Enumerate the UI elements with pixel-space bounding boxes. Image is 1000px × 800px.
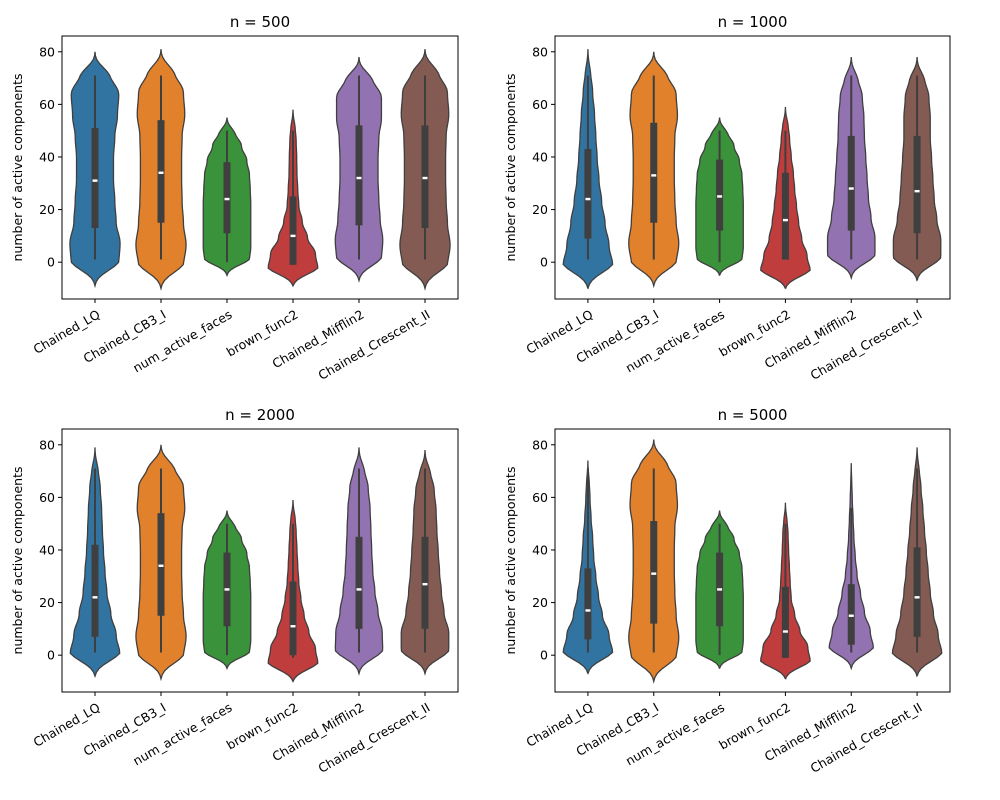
- iqr-box: [913, 547, 921, 637]
- median-marker: [782, 218, 788, 222]
- median-marker: [717, 588, 723, 591]
- iqr-box: [913, 135, 921, 234]
- iqr-box: [781, 586, 789, 658]
- iqr-box: [847, 135, 855, 231]
- iqr-box: [355, 125, 363, 226]
- subplot-title: n = 2000: [225, 406, 295, 424]
- median-marker: [224, 588, 230, 591]
- y-tick-label: 60: [532, 490, 548, 505]
- iqr-box: [91, 128, 99, 228]
- iqr-box: [157, 120, 165, 223]
- iqr-box: [584, 568, 592, 640]
- iqr-box: [781, 172, 789, 260]
- median-marker: [717, 195, 723, 198]
- y-tick-label: 20: [39, 202, 55, 217]
- median-marker: [422, 582, 428, 586]
- y-tick-label: 0: [47, 648, 55, 663]
- iqr-box: [421, 536, 429, 629]
- iqr-box: [847, 584, 855, 645]
- iqr-box: [355, 536, 363, 629]
- iqr-box: [584, 149, 592, 239]
- median-marker: [782, 630, 788, 633]
- y-axis-label: number of active components: [503, 74, 518, 262]
- y-tick-label: 60: [39, 490, 55, 505]
- y-tick-label: 80: [39, 44, 55, 59]
- median-marker: [914, 596, 920, 599]
- y-tick-label: 60: [39, 97, 55, 112]
- y-tick-label: 0: [540, 255, 548, 270]
- median-marker: [224, 197, 230, 201]
- y-tick-label: 60: [532, 97, 548, 112]
- subplot-2: n = 1000 0 20 40 60 80 number of active compon…: [503, 13, 951, 383]
- y-tick-label: 0: [47, 255, 55, 270]
- subplot-1: n = 500 0 20 40 60 80 number of active compone…: [10, 13, 459, 383]
- iqr-box: [421, 125, 429, 228]
- axes-frame: [61, 35, 459, 300]
- x-tick-label: Chained_Crescent_II: [316, 307, 433, 383]
- iqr-box: [716, 159, 724, 231]
- iqr-box: [650, 521, 658, 624]
- iqr-box: [289, 581, 297, 656]
- median-marker: [422, 176, 428, 180]
- x-tick-label: Chained_Crescent_II: [316, 700, 433, 776]
- iqr-box: [91, 544, 99, 637]
- median-marker: [914, 189, 920, 193]
- x-tick-label: Chained_Crescent_II: [808, 700, 925, 776]
- y-axis-label: number of active components: [503, 467, 518, 655]
- median-marker: [585, 609, 591, 612]
- median-marker: [356, 588, 362, 591]
- y-tick-label: 80: [39, 437, 55, 452]
- median-marker: [158, 564, 164, 567]
- median-marker: [92, 596, 98, 599]
- y-tick-label: 40: [532, 149, 548, 164]
- median-marker: [848, 187, 854, 190]
- axes-frame: [554, 35, 951, 300]
- axes-frame: [61, 428, 459, 693]
- median-marker: [92, 179, 98, 182]
- y-tick-label: 20: [532, 595, 548, 610]
- y-tick-label: 80: [532, 44, 548, 59]
- iqr-box: [223, 162, 231, 234]
- y-tick-label: 40: [532, 542, 548, 557]
- median-marker: [651, 572, 657, 575]
- y-axis-label: number of active components: [10, 467, 25, 655]
- axes-frame: [554, 428, 951, 693]
- x-tick-label: Chained_Crescent_II: [808, 307, 925, 383]
- subplot-3: n = 2000 0 20 40 60 80 number of active compon…: [10, 406, 459, 776]
- subplot-4: n = 5000 0 20 40 60 80 number of active compon…: [503, 406, 951, 776]
- subplot-title: n = 5000: [718, 406, 788, 424]
- median-marker: [356, 176, 362, 180]
- y-tick-label: 40: [39, 149, 55, 164]
- y-tick-label: 40: [39, 542, 55, 557]
- median-marker: [158, 171, 164, 174]
- y-tick-label: 0: [540, 648, 548, 663]
- median-marker: [651, 174, 657, 177]
- median-marker: [848, 614, 854, 617]
- subplot-title: n = 1000: [718, 13, 788, 31]
- median-marker: [290, 234, 296, 238]
- median-marker: [290, 625, 296, 628]
- subplot-title: n = 500: [230, 13, 290, 31]
- median-marker: [585, 197, 591, 201]
- iqr-box: [157, 513, 165, 616]
- y-tick-label: 20: [532, 202, 548, 217]
- y-axis-label: number of active components: [10, 74, 25, 262]
- y-tick-label: 20: [39, 595, 55, 610]
- y-tick-label: 80: [532, 437, 548, 452]
- iqr-box: [289, 196, 297, 265]
- iqr-box: [650, 122, 658, 223]
